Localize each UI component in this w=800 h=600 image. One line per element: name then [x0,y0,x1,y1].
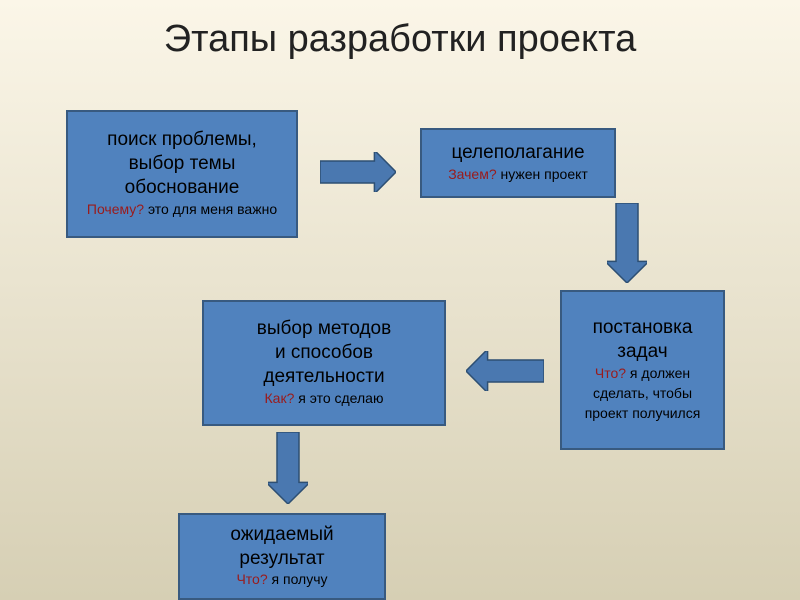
box-problem-topic: поиск проблемы, выбор темы обоснование П… [66,110,298,238]
arrow-down-icon [607,203,647,283]
arrow-right-icon [320,152,396,192]
arrow-left-icon [466,351,544,391]
box-main: ожидаемый результат [230,523,333,571]
box-subtext: я получу [268,571,328,587]
box-question: Зачем? [448,166,496,182]
arrow-down-icon [268,432,308,504]
box-tasks: постановка задач Что? я должен сделать, … [560,290,725,450]
box-methods: выбор методов и способов деятельности Ка… [202,300,446,426]
box-sub-row: Зачем? нужен проект [448,165,588,185]
box-sub-row: Как? я это сделаю [265,389,384,409]
box-sub-row: Что? я получу [236,570,327,590]
box-result: ожидаемый результат Что? я получу [178,513,386,600]
box-sub-row: Что? я должен сделать, чтобы проект полу… [585,364,701,424]
box-subtext: это для меня важно [144,201,277,217]
box-main: целеполагание [451,141,584,165]
box-question: Что? [595,365,626,381]
box-main: постановка задач [593,316,693,364]
box-question: Как? [265,390,295,406]
box-goal-setting: целеполагание Зачем? нужен проект [420,128,616,198]
box-main: выбор методов и способов деятельности [257,317,391,388]
box-subtext: я это сделаю [294,390,383,406]
box-question: Что? [236,571,267,587]
box-question: Почему? [87,201,144,217]
box-subtext: нужен проект [497,166,588,182]
box-main: поиск проблемы, выбор темы обоснование [107,128,257,199]
page-title: Этапы разработки проекта [0,18,800,61]
box-sub-row: Почему? это для меня важно [87,200,277,220]
